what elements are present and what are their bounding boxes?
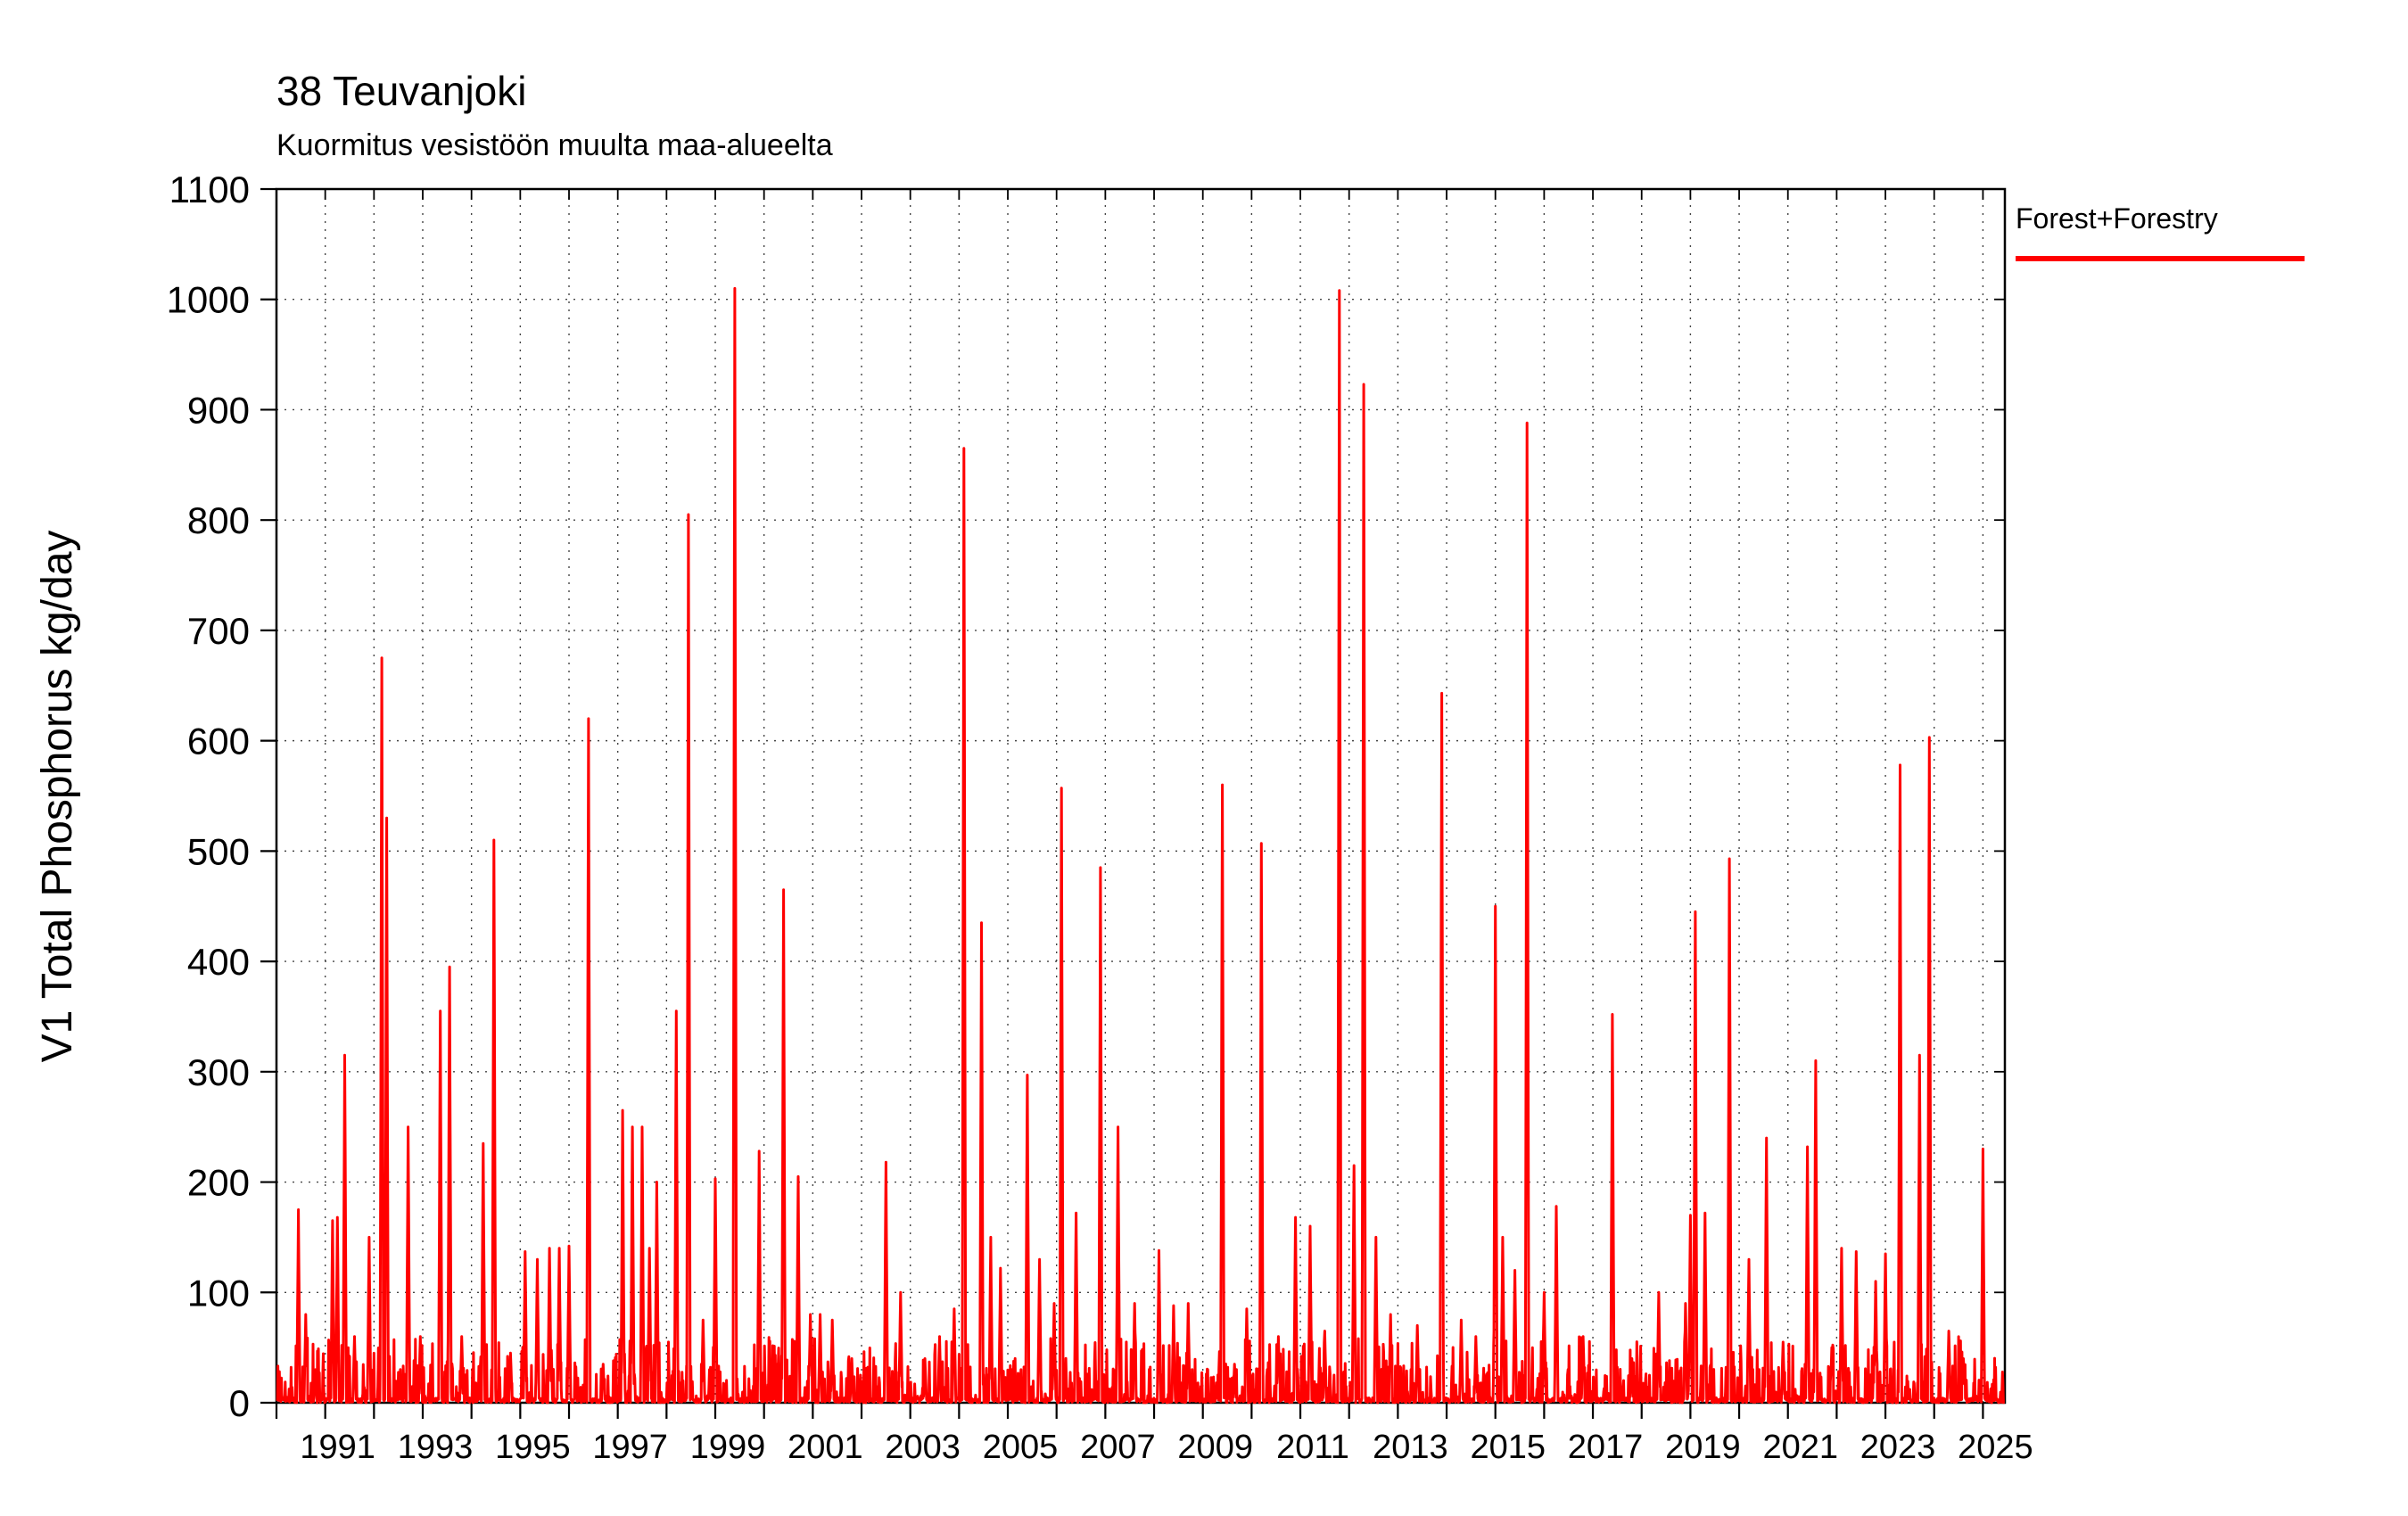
x-tick-label: 2001 [788, 1429, 863, 1466]
legend: Forest+Forestry [2016, 202, 2305, 261]
x-tick-label: 2009 [1177, 1429, 1253, 1466]
y-tick-label: 900 [187, 389, 250, 431]
y-tick-label: 700 [187, 610, 250, 652]
plot-border [275, 187, 2007, 1405]
legend-label: Forest+Forestry [2016, 202, 2218, 235]
x-tick-label: 2013 [1373, 1429, 1448, 1466]
x-tick-label: 2025 [1958, 1429, 2033, 1466]
axis-tick-labels: 0 100 200 300 400 500 600 700 800 900 1000 1100 1991… [167, 169, 2033, 1466]
y-tick-label: 1100 [169, 169, 250, 210]
x-tick-label: 2011 [1276, 1429, 1349, 1466]
axis-ticks [260, 187, 2005, 1419]
y-axis-label: V1 Total Phosphorus kg/day [34, 531, 81, 1063]
y-tick-label: 600 [187, 721, 250, 762]
y-tick-label: 0 [229, 1382, 250, 1424]
y-tick-label: 800 [187, 499, 250, 541]
y-tick-label: 300 [187, 1051, 250, 1093]
x-tick-label: 2015 [1470, 1429, 1546, 1466]
series-forest-forestry [276, 286, 2005, 1405]
x-tick-label: 2019 [1665, 1429, 1741, 1466]
x-tick-label: 1995 [495, 1429, 571, 1466]
y-tick-label: 1000 [167, 279, 250, 321]
gridlines [276, 189, 2005, 1403]
x-tick-label: 1999 [690, 1429, 766, 1466]
y-tick-label: 100 [187, 1272, 250, 1314]
x-tick-label: 1993 [398, 1429, 474, 1466]
x-tick-label: 2023 [1860, 1429, 1936, 1466]
chart-subtitle: Kuormitus vesistöön muulta maa-alueelta [276, 128, 833, 162]
x-tick-label: 1997 [592, 1429, 668, 1466]
y-tick-label: 200 [187, 1162, 250, 1204]
chart-title: 38 Teuvanjoki [276, 68, 526, 114]
x-tick-label: 2005 [983, 1429, 1059, 1466]
x-tick-label: 2021 [1762, 1429, 1838, 1466]
y-tick-label: 500 [187, 830, 250, 872]
x-tick-label: 1991 [300, 1429, 375, 1466]
x-tick-label: 2007 [1080, 1429, 1156, 1466]
y-tick-label: 400 [187, 941, 250, 983]
x-tick-label: 2003 [885, 1429, 961, 1466]
x-tick-label: 2017 [1568, 1429, 1644, 1466]
